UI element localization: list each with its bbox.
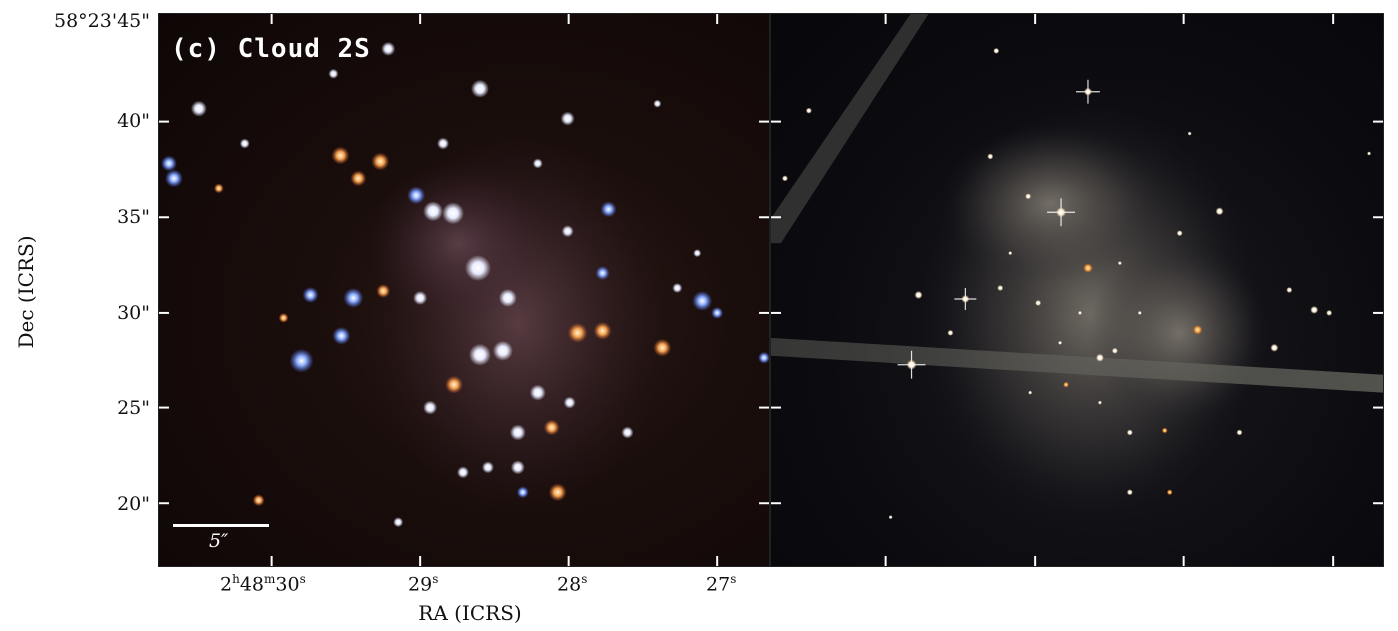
panel-label: (c) Cloud 2S xyxy=(171,34,371,64)
left-image-panel: (c) Cloud 2S 5″ xyxy=(158,13,770,567)
right-starfield xyxy=(771,14,1383,566)
xtick-label-30s: 2h48m30s xyxy=(220,572,306,596)
x-axis-title: RA (ICRS) xyxy=(418,601,522,625)
ytick-label-35: 35" xyxy=(117,206,150,228)
scale-bar-label: 5″ xyxy=(209,530,229,552)
xtick-label-27s: 27s xyxy=(706,572,737,596)
left-starfield xyxy=(159,14,769,566)
ytick-label-top: 58°23'45" xyxy=(54,10,150,32)
xtick-label-28s: 28s xyxy=(557,572,588,596)
ytick-label-40: 40" xyxy=(117,110,150,132)
xtick-label-29s: 29s xyxy=(408,572,439,596)
scale-bar xyxy=(173,524,269,527)
ytick-label-25: 25" xyxy=(117,397,150,419)
ytick-label-20: 20" xyxy=(117,493,150,515)
ytick-label-30: 30" xyxy=(117,302,150,324)
right-image-panel xyxy=(770,13,1384,567)
y-axis-title: Dec (ICRS) xyxy=(14,235,38,349)
